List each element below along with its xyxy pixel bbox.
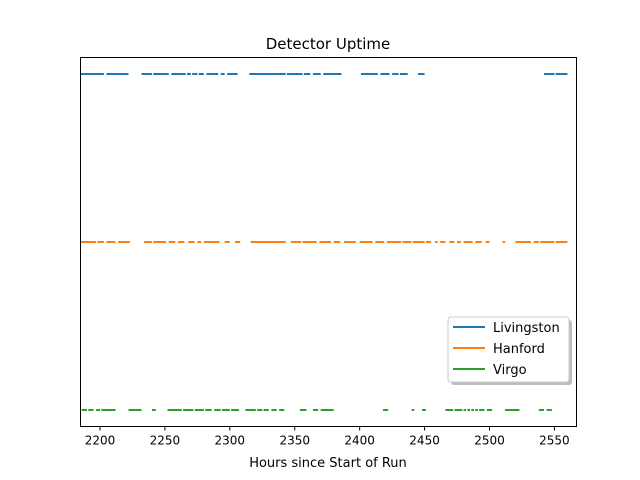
chart-title: Detector Uptime [266,35,391,53]
legend-label-virgo: Virgo [493,363,527,378]
x-tick-label: 2450 [409,434,440,448]
x-tick-label: 2500 [474,434,505,448]
legend: Livingston Hanford Virgo [447,316,572,385]
series-layer [80,73,568,411]
legend-box [447,316,570,383]
x-tick-label: 2300 [215,434,246,448]
x-tick-label: 2400 [344,434,375,448]
legend-entries: Livingston Hanford Virgo [453,321,560,378]
x-tick-label: 2200 [85,434,116,448]
x-axis-ticks: 2200 2250 2300 2350 2400 2450 2500 2550 [85,426,570,448]
legend-label-hanford: Hanford [493,342,545,357]
x-tick-label: 2250 [150,434,181,448]
legend-label-livingston: Livingston [493,321,560,336]
x-axis-label: Hours since Start of Run [249,456,407,471]
x-tick-label: 2350 [279,434,310,448]
x-tick-label: 2550 [539,434,570,448]
plot-frame [80,57,577,427]
